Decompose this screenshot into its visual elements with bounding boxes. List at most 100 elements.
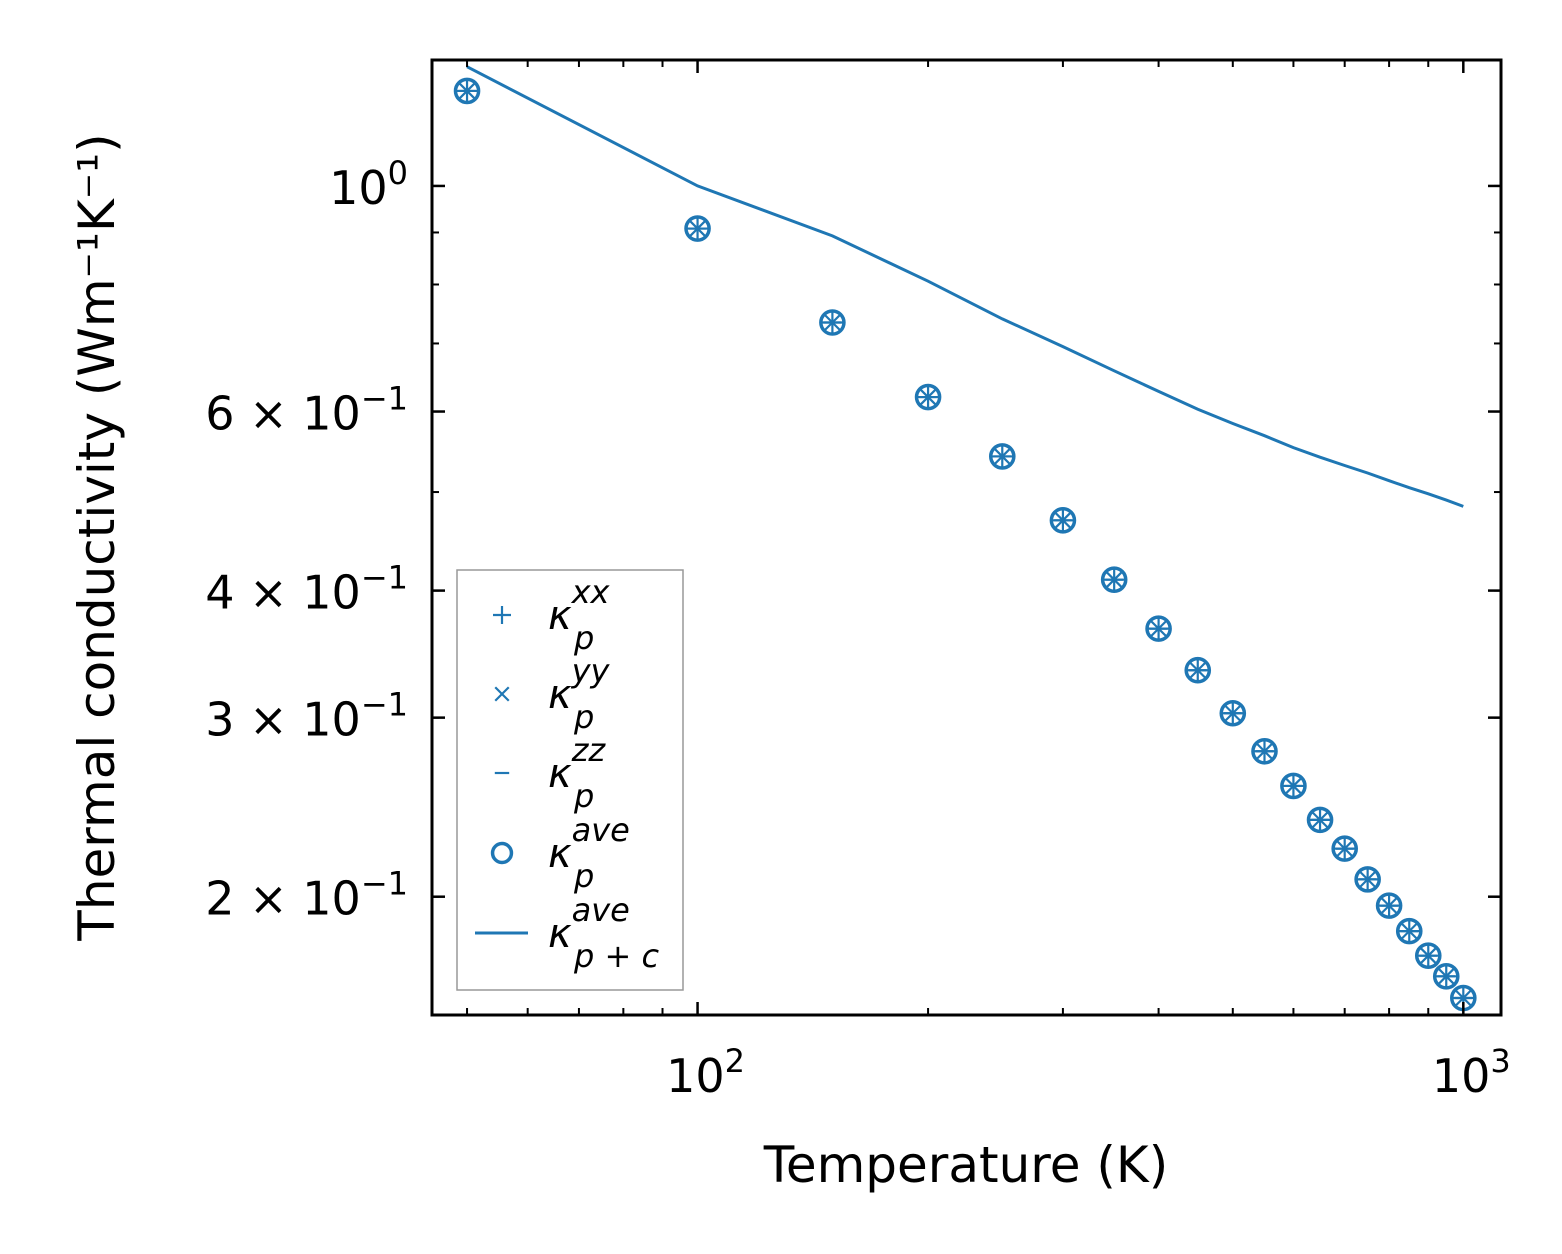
- legend-superscript: yy: [571, 652, 611, 690]
- y-tick-base: 3 × 10: [205, 693, 361, 747]
- y-tick-exponent: −1: [361, 380, 408, 418]
- legend-superscript: ave: [572, 811, 630, 849]
- data-point-circle: [819, 309, 846, 336]
- marker-stroke: [1354, 866, 1381, 893]
- data-point-circle: [1184, 656, 1212, 684]
- data-point-circle: [1251, 737, 1278, 765]
- data-point-circle: [1145, 615, 1172, 642]
- y-tick-exponent: −1: [361, 865, 408, 903]
- y-tick-base: 4 × 10: [205, 566, 361, 620]
- y-tick-base: 2 × 10: [205, 872, 361, 926]
- y-tick-base: 10: [329, 161, 388, 215]
- y-tick-exponent: −1: [361, 559, 408, 597]
- legend-item: κave p + c: [475, 891, 659, 975]
- data-point-circle: [1432, 963, 1460, 990]
- legend-subscript: p: [573, 698, 594, 736]
- marker-stroke: [494, 686, 510, 702]
- x-tick-base: 10: [1432, 1049, 1491, 1103]
- legend-label: κave p + c: [548, 891, 659, 975]
- legend-symbol: κ: [548, 911, 572, 957]
- y-tick-label: 6 × 10−1: [205, 380, 408, 441]
- data-point-circle: [988, 443, 1016, 470]
- legend-label: κave p: [548, 811, 630, 895]
- data-point-circle: [1414, 942, 1442, 969]
- data-point-circle: [914, 383, 942, 411]
- legend-symbol: κ: [548, 593, 572, 639]
- series-line: [466, 65, 1464, 508]
- y-tick-label: 2 × 10−1: [205, 865, 408, 926]
- legend-subscript: p: [573, 857, 594, 895]
- data-point-circle: [684, 215, 711, 242]
- x-tick-exponent: 3: [1490, 1042, 1510, 1080]
- x-axis-label: Temperature (K): [763, 1136, 1168, 1194]
- x-tick-base: 10: [666, 1049, 725, 1103]
- marker-stroke: [1432, 963, 1460, 990]
- y-tick-exponent: −1: [361, 686, 408, 724]
- series-ave-phonon: [453, 77, 1477, 1012]
- legend-symbol: κ: [548, 672, 572, 718]
- legend-label: κzz p: [548, 731, 606, 815]
- data-point-circle: [1354, 866, 1381, 893]
- data-point-circle: [1395, 917, 1423, 945]
- legend-box: [456, 569, 684, 991]
- marker-stroke: [1375, 892, 1403, 919]
- legend-subscript: p: [573, 619, 594, 657]
- legend-superscript: xx: [571, 573, 611, 611]
- x-tick-label: 102: [666, 1042, 745, 1103]
- data-point-circle: [1100, 566, 1128, 593]
- data-point-circle: [1331, 835, 1358, 862]
- marker-stroke: [1331, 835, 1358, 862]
- marker-stroke: [819, 309, 846, 336]
- legend-subscript: p: [573, 777, 594, 815]
- y-tick-exponent: 0: [388, 154, 408, 192]
- y-tick-label: 4 × 10−1: [205, 559, 408, 620]
- marker-stroke: [1100, 566, 1128, 593]
- data-point-circle: [1219, 699, 1247, 727]
- x-tick-exponent: 2: [725, 1042, 745, 1080]
- marker-stroke: [684, 215, 711, 242]
- y-tick-label: 100: [329, 154, 408, 215]
- series-ave-total: [466, 65, 1464, 508]
- legend-symbol: κ: [548, 831, 572, 877]
- marker-stroke: [1251, 737, 1278, 765]
- marker-stroke: [1280, 772, 1307, 800]
- marker-stroke: [988, 443, 1016, 470]
- legend-subscript: p + c: [573, 937, 659, 975]
- y-axis-label: Thermal conductivity (Wm⁻¹K⁻¹): [68, 133, 126, 941]
- legend-superscript: ave: [572, 891, 630, 929]
- data-point-circle: [1306, 806, 1334, 834]
- marker-stroke: [490, 841, 514, 865]
- legend-marker-circle: [490, 841, 514, 865]
- axes-frame: [430, 58, 1503, 1017]
- marker-stroke: [1219, 699, 1247, 727]
- legend-symbol: κ: [548, 751, 572, 797]
- y-tick-label: 3 × 10−1: [205, 686, 408, 747]
- legend-marker-x: [494, 686, 510, 702]
- legend-item: κave p: [490, 811, 630, 895]
- series-zz-phonon: [458, 89, 1473, 1000]
- plot-area: [453, 65, 1477, 1012]
- data-point-circle: [453, 77, 481, 105]
- marker-stroke: [1395, 917, 1423, 945]
- marker-stroke: [1049, 507, 1077, 534]
- marker-stroke: [1145, 615, 1172, 642]
- marker-stroke: [453, 77, 481, 105]
- marker-stroke: [1184, 656, 1212, 684]
- x-tick-label: 103: [1432, 1042, 1511, 1103]
- legend-label: κxx p: [548, 573, 611, 657]
- data-point-circle: [1375, 892, 1403, 919]
- data-point-circle: [1049, 507, 1077, 534]
- legend-marker-plus: [493, 606, 511, 624]
- data-point-circle: [1280, 772, 1307, 800]
- legend-item: κxx p: [493, 573, 611, 657]
- marker-stroke: [1414, 942, 1442, 969]
- marker-stroke: [914, 383, 942, 411]
- legend-label: κyy p: [548, 652, 611, 736]
- legend-item: κzz p: [494, 731, 606, 815]
- legend-superscript: zz: [571, 731, 607, 769]
- legend-item: κyy p: [494, 652, 611, 736]
- marker-stroke: [1306, 806, 1334, 834]
